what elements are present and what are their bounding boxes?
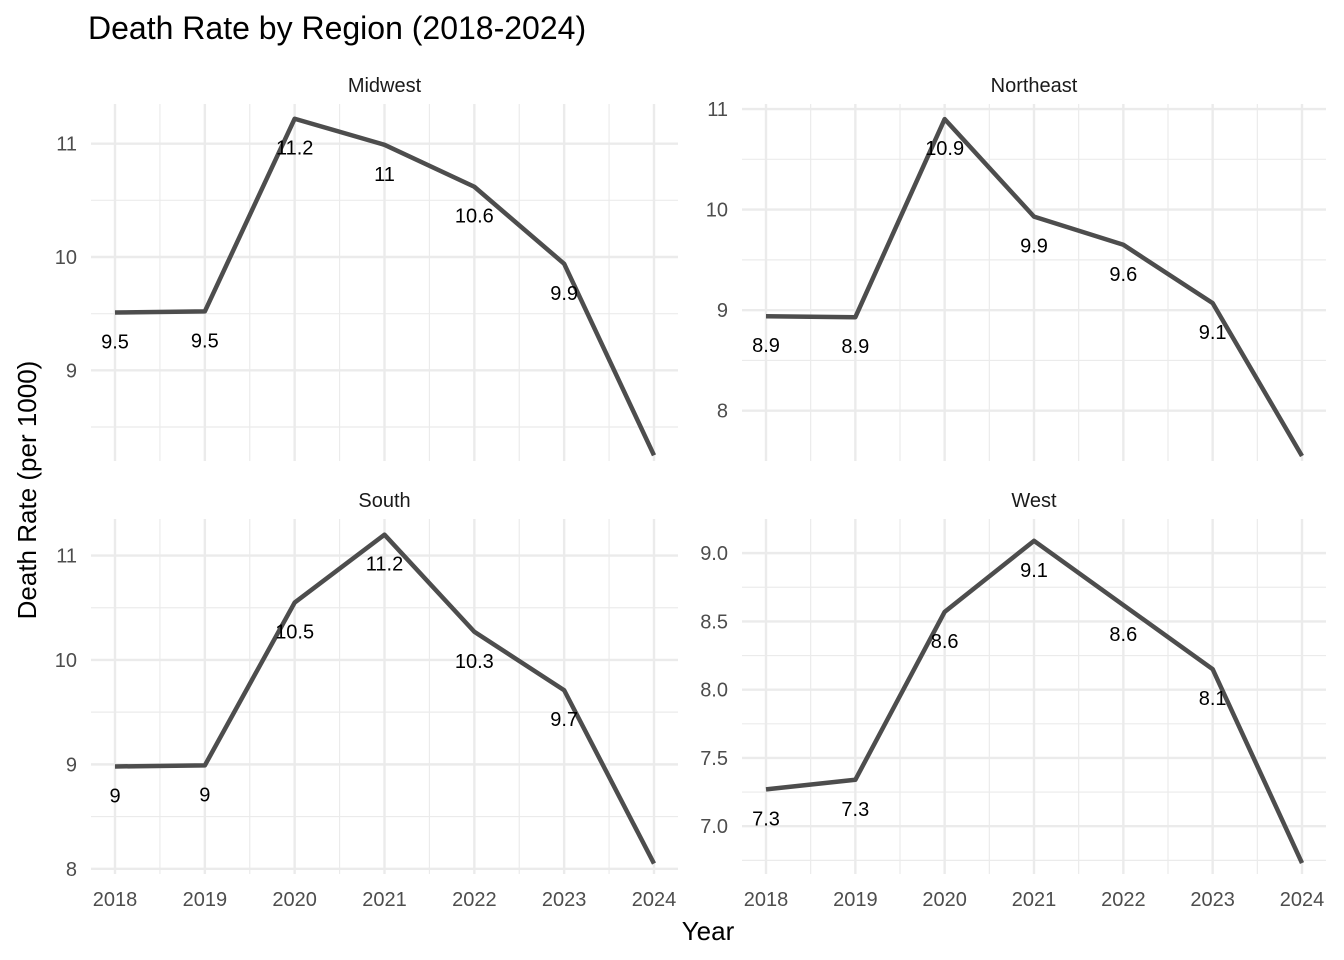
y-tick-label: 8.0 <box>700 680 728 702</box>
panel-west: 7.0 7.5 8.0 8.5 9.0 West 7.3 7.3 8.6 9.1 8.6 8.1 201… <box>700 490 1326 911</box>
x-tick-label: 2020 <box>922 889 967 911</box>
data-label: 9 <box>109 785 120 807</box>
y-tick-label: 11 <box>707 99 728 121</box>
data-label: 9.1 <box>1020 560 1048 582</box>
data-label: 8.9 <box>752 335 780 357</box>
data-label: 9.5 <box>191 330 219 352</box>
x-tick-label: 2022 <box>452 889 497 911</box>
chart-title: Death Rate by Region (2018-2024) <box>88 10 586 46</box>
series-line-south <box>114 532 656 865</box>
series-line-northeast <box>765 116 1304 458</box>
x-axis-title: Year <box>682 916 735 946</box>
data-label: 9.7 <box>550 709 578 731</box>
data-label: 10.3 <box>455 651 494 673</box>
data-label: 7.3 <box>841 799 869 821</box>
y-tick-label: 11 <box>56 134 77 156</box>
x-tick-label: 2023 <box>542 889 587 911</box>
y-tick-label: 8.5 <box>700 611 728 633</box>
data-label: 11.2 <box>366 554 403 576</box>
data-label: 7.3 <box>752 808 780 830</box>
panel-title: West <box>1011 490 1057 512</box>
panel-south: 8 9 10 11 South 9 9 10.5 11.2 10.3 9.7 2018 2019 2020… <box>55 490 678 911</box>
data-label: 9.9 <box>550 283 578 305</box>
x-tick-label: 2024 <box>632 889 677 911</box>
x-tick-label: 2024 <box>1280 889 1325 911</box>
x-tick-label: 2020 <box>272 889 317 911</box>
y-tick-label: 10 <box>706 200 728 222</box>
panel-midwest: 9 10 11 Midwest 9.5 9.5 11.2 11 10.6 9.9 <box>55 75 678 461</box>
data-label: 9.1 <box>1199 322 1227 344</box>
y-tick-label: 9.0 <box>700 543 728 565</box>
y-tick-label: 8 <box>66 859 77 881</box>
x-tick-label: 2018 <box>744 889 789 911</box>
y-tick-label: 9 <box>66 754 77 776</box>
y-tick-label: 9 <box>717 300 728 322</box>
series-line-midwest <box>114 116 657 457</box>
data-label: 9.5 <box>101 332 129 354</box>
y-tick-label: 7.5 <box>700 748 728 770</box>
data-label: 9.9 <box>1020 236 1048 258</box>
y-tick-label: 9 <box>66 360 77 382</box>
data-label: 8.6 <box>1109 624 1137 646</box>
facet-panels: 9 10 11 Midwest 9.5 9.5 11.2 11 10.6 9.9 8 9 10 11 Nor… <box>55 75 1326 911</box>
data-label: 10.9 <box>925 138 964 160</box>
y-tick-label: 10 <box>55 650 77 672</box>
data-label: 8.1 <box>1199 688 1227 710</box>
data-label: 11 <box>374 164 395 186</box>
data-label: 9 <box>199 784 210 806</box>
data-label: 9.6 <box>1109 264 1137 286</box>
series-line-west <box>765 538 1305 865</box>
x-tick-label: 2019 <box>833 889 878 911</box>
data-label: 8.9 <box>841 336 869 358</box>
panel-title: South <box>358 490 410 512</box>
panel-title: Northeast <box>991 75 1078 97</box>
data-label: 10.6 <box>455 206 494 228</box>
y-tick-label: 8 <box>717 401 728 423</box>
panel-northeast: 8 9 10 11 Northeast 8.9 8.9 10.9 9.9 9.6 9.1 <box>706 75 1326 461</box>
y-tick-label: 10 <box>55 247 77 269</box>
x-tick-label: 2022 <box>1101 889 1146 911</box>
y-axis-title: Death Rate (per 1000) <box>12 361 42 620</box>
data-label: 11.2 <box>276 138 313 160</box>
x-tick-label: 2023 <box>1190 889 1235 911</box>
panel-title: Midwest <box>348 75 422 97</box>
data-label: 10.5 <box>275 622 314 644</box>
data-label: 8.6 <box>931 631 959 653</box>
x-tick-label: 2021 <box>362 889 407 911</box>
x-tick-label: 2018 <box>93 889 138 911</box>
x-tick-label: 2019 <box>183 889 228 911</box>
y-tick-label: 7.0 <box>700 816 728 838</box>
x-tick-label: 2021 <box>1012 889 1057 911</box>
y-tick-label: 11 <box>56 546 77 568</box>
